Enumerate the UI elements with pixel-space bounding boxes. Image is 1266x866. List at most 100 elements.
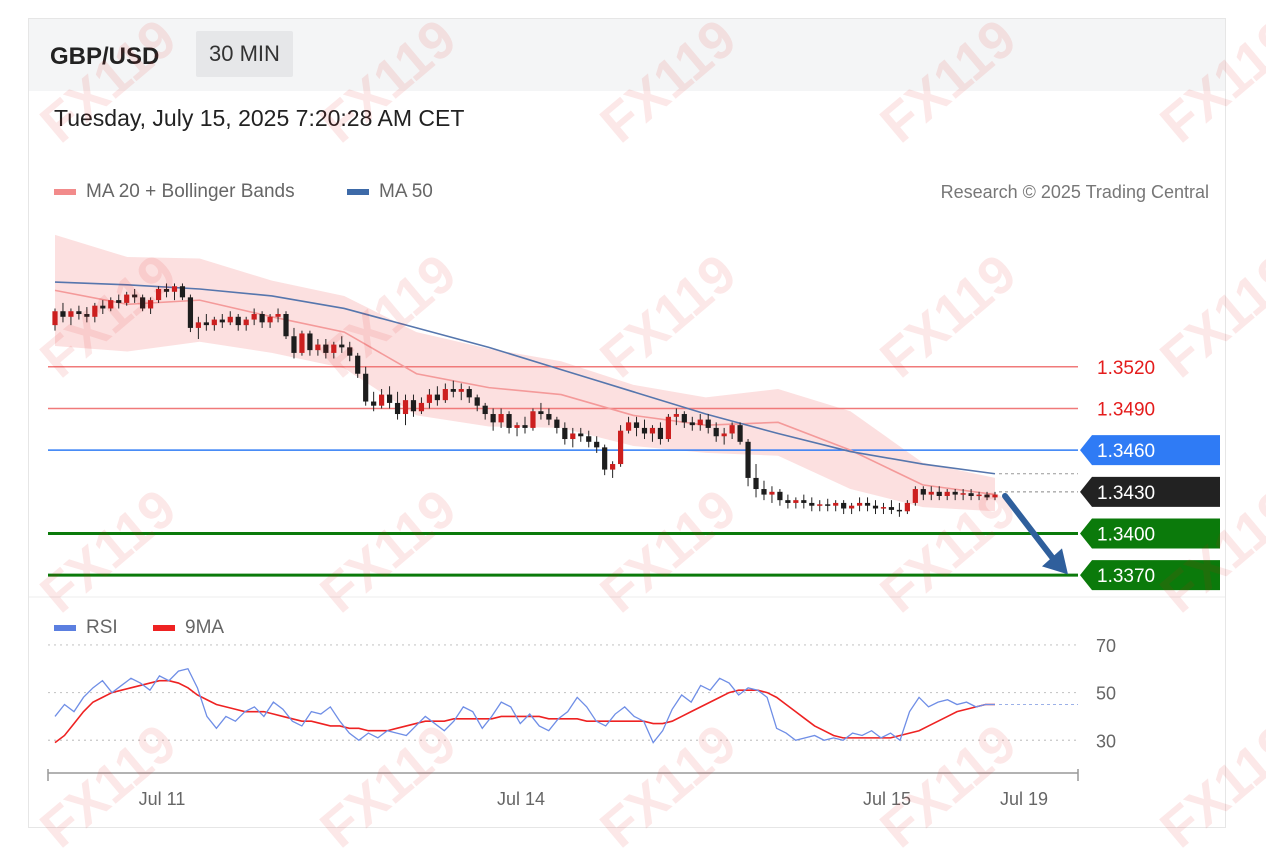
candle-body xyxy=(856,502,863,506)
timeframe-badge[interactable]: 30 MIN xyxy=(196,31,293,77)
candle-body xyxy=(641,427,648,434)
candle-body xyxy=(737,425,743,442)
legend-rsi: RSI xyxy=(54,617,118,639)
candle-body xyxy=(896,509,903,512)
candle-body xyxy=(299,333,305,353)
candle-body xyxy=(968,493,974,496)
candle-body xyxy=(849,505,855,509)
candle-body xyxy=(761,489,767,495)
candle-body xyxy=(155,289,162,301)
candle-body xyxy=(291,336,297,353)
x-tick-label: Jul 14 xyxy=(497,789,545,809)
candle-body xyxy=(562,427,568,440)
candle-body xyxy=(275,314,281,317)
candle-body xyxy=(602,447,608,470)
rsi-tick-label: 50 xyxy=(1096,684,1116,704)
candle-body xyxy=(864,502,871,506)
candle-body xyxy=(363,373,369,402)
candle-body xyxy=(315,344,321,351)
level-tag-1.3460-text: 1.3460 xyxy=(1097,441,1155,462)
ma20-line xyxy=(54,289,996,496)
watermark-text: FX119 xyxy=(309,8,467,154)
watermark-text: FX119 xyxy=(1149,713,1266,859)
candle-body xyxy=(745,441,751,478)
candle-body xyxy=(570,433,576,440)
current-price-tag-text: 1.3430 xyxy=(1097,483,1155,504)
rsi-line xyxy=(54,667,995,744)
level-tag-1.3370-bg xyxy=(1080,560,1220,591)
bollinger-band xyxy=(55,234,995,512)
candle-body xyxy=(259,314,265,323)
candle-body xyxy=(785,500,791,503)
candle-body xyxy=(426,394,433,403)
candle-body xyxy=(84,314,90,317)
watermark-text: FX119 xyxy=(29,478,187,624)
rsi-ma-label: 9MA xyxy=(185,617,225,638)
candle-body xyxy=(825,504,831,506)
candle-body xyxy=(410,400,417,412)
candle-body xyxy=(124,294,130,303)
watermark-text: FX119 xyxy=(29,8,187,154)
candle-body xyxy=(522,425,528,428)
candle-body xyxy=(665,416,671,440)
candle-body xyxy=(657,427,664,440)
candle-body xyxy=(817,504,823,506)
candle-body xyxy=(841,502,847,509)
candle-body xyxy=(984,494,990,498)
watermark-text: FX119 xyxy=(869,8,1027,154)
candle-body xyxy=(506,414,512,428)
candle-body xyxy=(347,347,353,356)
candle-body xyxy=(578,433,584,437)
candle-body xyxy=(610,464,616,470)
candle-body xyxy=(307,333,313,351)
watermark-text: FX119 xyxy=(1149,243,1266,389)
candle-body xyxy=(450,389,456,392)
candle-body xyxy=(793,500,799,503)
candle-body xyxy=(76,311,82,315)
level-tag-1.3400-bg xyxy=(1080,518,1220,549)
rsi-swatch xyxy=(54,625,76,631)
level-tag-1.3370-text: 1.3370 xyxy=(1097,566,1155,587)
candle-body xyxy=(546,414,552,420)
candle-body xyxy=(434,394,440,401)
candle-body xyxy=(904,502,910,512)
candle-body xyxy=(402,400,409,415)
candle-body xyxy=(227,316,233,323)
candle-body xyxy=(960,493,966,495)
candle-body xyxy=(498,414,504,423)
rsi-pane: 70 50 30 Jul 11 Jul 14 Jul 15 Jul 19 xyxy=(47,636,1116,809)
candle-body xyxy=(100,305,106,309)
candle-body xyxy=(235,316,241,326)
candle-body xyxy=(490,414,496,423)
candle-body xyxy=(625,422,632,431)
candle-body xyxy=(140,297,146,309)
watermark-text: FX119 xyxy=(309,478,467,624)
x-tick-label: Jul 19 xyxy=(1000,789,1048,809)
watermark-text: FX119 xyxy=(589,713,747,859)
candle-body xyxy=(92,305,98,317)
ma20-label: MA 20 + Bollinger Bands xyxy=(86,181,295,202)
chart-header: GBP/USD 30 MIN xyxy=(29,19,1225,91)
candle-body xyxy=(195,322,201,328)
candle-body xyxy=(171,286,178,292)
candle-body xyxy=(163,289,170,292)
candle-body xyxy=(705,419,711,428)
level-tag-1.3460-bg xyxy=(1080,435,1220,466)
candle-body xyxy=(689,422,695,426)
ma50-line xyxy=(54,281,996,475)
candle-body xyxy=(753,477,759,490)
candle-body xyxy=(339,344,345,348)
candle-body xyxy=(729,425,735,434)
watermark-text: FX119 xyxy=(1149,8,1266,154)
candle-body xyxy=(179,286,186,298)
x-tick-label: Jul 15 xyxy=(863,789,911,809)
candle-body xyxy=(355,355,361,374)
rsi-tick-label: 70 xyxy=(1096,636,1116,656)
candle-body xyxy=(530,411,536,428)
candle-body xyxy=(132,294,138,298)
candle-body xyxy=(203,322,209,326)
candle-body xyxy=(108,300,114,309)
candle-body xyxy=(681,414,687,423)
projection-arrow-shaft xyxy=(1002,492,1059,566)
